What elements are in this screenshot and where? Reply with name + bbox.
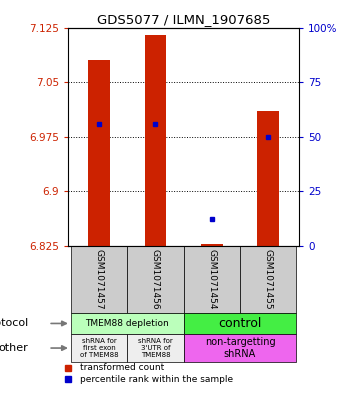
Text: GSM1071454: GSM1071454: [207, 249, 216, 310]
Bar: [184, 312, 296, 334]
Bar: [145, 35, 166, 246]
Text: shRNA for
first exon
of TMEM88: shRNA for first exon of TMEM88: [80, 338, 118, 358]
Bar: [184, 246, 240, 312]
Text: control: control: [218, 317, 262, 330]
Bar: [127, 334, 184, 362]
Text: non-targetting
shRNA: non-targetting shRNA: [205, 337, 275, 359]
Bar: [127, 246, 184, 312]
Text: transformed count: transformed count: [80, 363, 164, 372]
Text: other: other: [0, 343, 29, 353]
Text: percentile rank within the sample: percentile rank within the sample: [80, 375, 233, 384]
Bar: [201, 244, 222, 246]
Bar: [71, 246, 127, 312]
Text: shRNA for
3'UTR of
TMEM88: shRNA for 3'UTR of TMEM88: [138, 338, 173, 358]
Bar: [71, 312, 184, 334]
Bar: [257, 111, 279, 246]
Text: GSM1071456: GSM1071456: [151, 249, 160, 310]
Text: GSM1071455: GSM1071455: [264, 249, 273, 310]
Bar: [71, 334, 127, 362]
Bar: [88, 60, 110, 246]
Text: protocol: protocol: [0, 318, 29, 329]
Bar: [184, 334, 296, 362]
Text: GSM1071457: GSM1071457: [95, 249, 103, 310]
Text: TMEM88 depletion: TMEM88 depletion: [85, 319, 169, 328]
Bar: [240, 246, 296, 312]
Title: GDS5077 / ILMN_1907685: GDS5077 / ILMN_1907685: [97, 13, 270, 26]
